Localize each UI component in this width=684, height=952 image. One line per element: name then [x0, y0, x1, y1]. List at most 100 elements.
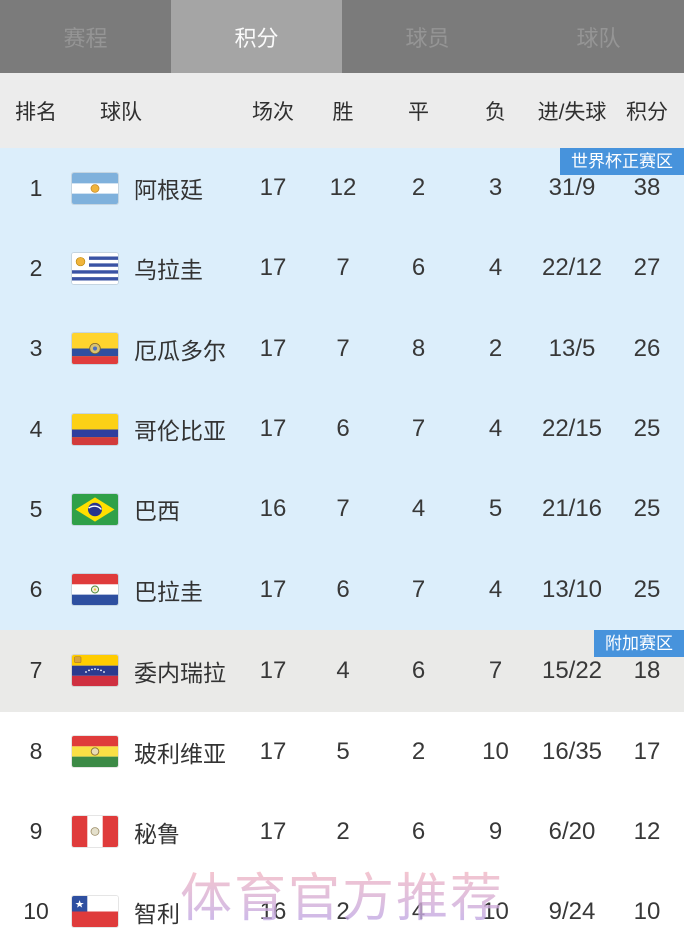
team-name: 厄瓜多尔 — [134, 337, 226, 364]
tab-schedule[interactable]: 赛程 — [63, 25, 108, 51]
team-cell: 乌拉圭 — [72, 251, 240, 285]
zone-section: 8 玻利维亚 17 5 2 10 16/35 17 9 秘鲁 17 2 6 9 … — [0, 711, 684, 952]
played-cell: 16 — [259, 897, 287, 925]
flag-icon-uruguay — [72, 252, 118, 284]
rank-cell: 2 — [29, 254, 43, 281]
table-row[interactable]: 7 委内瑞拉 17 4 6 7 15/22 18 — [0, 630, 684, 712]
lost-cell: 10 — [482, 737, 509, 765]
flag-icon-argentina — [72, 172, 118, 204]
won-cell: 6 — [336, 415, 350, 443]
table-row[interactable]: 4 哥伦比亚 17 6 7 4 22/15 25 — [0, 389, 684, 469]
table-row[interactable]: 10 智利 16 2 4 10 9/24 10 — [0, 872, 684, 952]
table-row[interactable]: 1 阿根廷 17 12 2 3 31/9 38 — [0, 148, 684, 228]
header-played: 场次 — [252, 100, 294, 124]
goals-cell: 6/20 — [548, 817, 596, 845]
rank-cell: 4 — [29, 415, 43, 442]
points-cell: 25 — [633, 575, 661, 603]
goals-cell: 16/35 — [541, 737, 603, 765]
won-cell: 2 — [336, 897, 350, 925]
points-cell: 38 — [633, 174, 661, 202]
flag-icon-paraguay — [72, 574, 118, 606]
won-cell: 7 — [336, 495, 350, 523]
goals-cell: 21/16 — [541, 495, 603, 523]
rank-cell: 8 — [29, 738, 43, 765]
standings-header: 排名 球队 场次 胜 平 负 进/失球 积分 — [0, 73, 684, 148]
goals-cell: 13/10 — [541, 575, 603, 603]
zone-section: 世界杯正赛区 1 阿根廷 17 12 2 3 31/9 38 2 乌拉圭 17 … — [0, 148, 684, 630]
points-cell: 27 — [633, 254, 661, 282]
points-cell: 12 — [633, 817, 661, 845]
team-name: 巴拉圭 — [134, 578, 203, 605]
rank-cell: 5 — [29, 495, 43, 522]
won-cell: 12 — [329, 174, 357, 202]
team-cell: 哥伦比亚 — [72, 412, 240, 446]
team-name: 阿根廷 — [134, 177, 203, 204]
goals-cell: 31/9 — [548, 174, 596, 202]
team-name: 玻利维亚 — [134, 740, 226, 767]
flag-icon-peru — [72, 816, 118, 848]
won-cell: 7 — [336, 334, 350, 362]
points-cell: 10 — [633, 897, 661, 925]
lost-cell: 9 — [488, 817, 503, 845]
tab-standings[interactable]: 积分 — [171, 0, 342, 73]
team-cell: 智利 — [72, 895, 240, 929]
points-cell: 25 — [633, 415, 661, 443]
won-cell: 6 — [336, 575, 350, 603]
points-cell: 18 — [633, 656, 661, 684]
drawn-cell: 7 — [411, 575, 426, 603]
drawn-cell: 4 — [411, 897, 426, 925]
table-row[interactable]: 9 秘鲁 17 2 6 9 6/20 12 — [0, 792, 684, 872]
header-goals: 进/失球 — [537, 100, 607, 124]
lost-cell: 7 — [488, 656, 503, 684]
lost-cell: 4 — [488, 575, 503, 603]
lost-cell: 10 — [482, 897, 509, 925]
goals-cell: 15/22 — [541, 656, 603, 684]
team-name: 哥伦比亚 — [134, 418, 226, 445]
table-row[interactable]: 8 玻利维亚 17 5 2 10 16/35 17 — [0, 712, 684, 792]
table-row[interactable]: 3 厄瓜多尔 17 7 8 2 13/5 26 — [0, 309, 684, 389]
team-cell: 玻利维亚 — [72, 735, 240, 769]
rank-cell: 9 — [29, 818, 43, 845]
won-cell: 5 — [336, 737, 350, 765]
flag-icon-ecuador — [72, 333, 118, 365]
rank-cell: 1 — [29, 174, 43, 201]
goals-cell: 22/15 — [541, 415, 603, 443]
drawn-cell: 7 — [411, 415, 426, 443]
flag-icon-brazil — [72, 493, 118, 525]
table-row[interactable]: 2 乌拉圭 17 7 6 4 22/12 27 — [0, 228, 684, 308]
flag-icon-venezuela — [72, 655, 118, 687]
played-cell: 17 — [259, 737, 287, 765]
goals-cell: 9/24 — [548, 897, 596, 925]
team-cell: 巴拉圭 — [72, 573, 240, 607]
lost-cell: 4 — [488, 254, 503, 282]
played-cell: 17 — [259, 334, 287, 362]
zone-badge: 附加赛区 — [594, 629, 684, 657]
goals-cell: 13/5 — [548, 334, 596, 362]
zone-badge: 世界杯正赛区 — [560, 148, 684, 175]
team-name: 巴西 — [134, 498, 180, 525]
table-row[interactable]: 5 巴西 16 7 4 5 21/16 25 — [0, 469, 684, 549]
standings-body: 世界杯正赛区 1 阿根廷 17 12 2 3 31/9 38 2 乌拉圭 17 … — [0, 148, 684, 952]
header-team: 球队 — [100, 100, 142, 124]
header-points: 积分 — [626, 100, 668, 124]
flag-icon-chile — [72, 896, 118, 928]
played-cell: 17 — [259, 575, 287, 603]
team-cell: 阿根廷 — [72, 171, 240, 205]
drawn-cell: 8 — [411, 334, 426, 362]
tab-bar: 赛程 积分 球员 球队 — [0, 0, 684, 73]
rank-cell: 7 — [29, 657, 43, 684]
header-drawn: 平 — [408, 100, 429, 124]
played-cell: 17 — [259, 656, 287, 684]
drawn-cell: 6 — [411, 254, 426, 282]
team-name: 委内瑞拉 — [134, 659, 226, 686]
team-name: 乌拉圭 — [134, 257, 203, 284]
table-row[interactable]: 6 巴拉圭 17 6 7 4 13/10 25 — [0, 550, 684, 630]
won-cell: 4 — [336, 656, 350, 684]
zone-section: 附加赛区 7 委内瑞拉 17 4 6 7 15/22 18 — [0, 629, 684, 712]
points-cell: 25 — [633, 495, 661, 523]
tab-players[interactable]: 球员 — [405, 25, 450, 51]
drawn-cell: 2 — [411, 737, 426, 765]
tab-teams[interactable]: 球队 — [576, 25, 621, 51]
lost-cell: 3 — [488, 174, 503, 202]
rank-cell: 10 — [23, 898, 49, 925]
